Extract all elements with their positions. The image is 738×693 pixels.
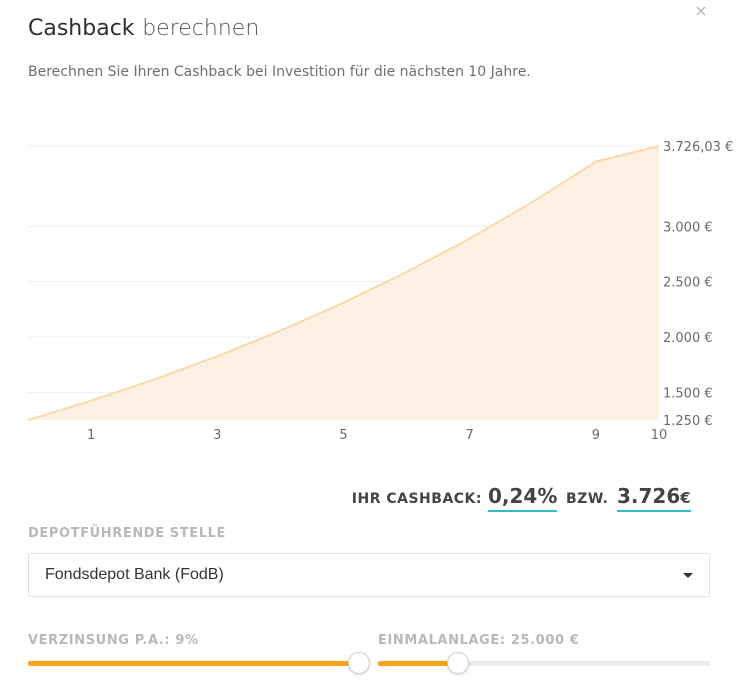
close-icon[interactable]: × [694, 1, 708, 20]
chevron-down-icon [683, 573, 693, 578]
investment-label: EINMALANLAGE: 25.000 € [378, 633, 580, 648]
investment-slider-track [378, 661, 710, 666]
x-tick-label: 10 [651, 428, 668, 443]
rate-slider[interactable] [28, 652, 370, 674]
cashback-label: IHR CASHBACK: [351, 491, 482, 507]
x-tick-label: 9 [592, 428, 600, 443]
investment-slider-thumb[interactable] [447, 652, 469, 674]
x-tick-label: 1 [87, 428, 95, 443]
investment-slider-fill [378, 661, 458, 666]
cashback-bzw: BZW. [566, 491, 609, 507]
cashback-amount: 3.726€ [617, 484, 691, 512]
cashback-summary: IHR CASHBACK: 0,24% BZW. 3.726€ [0, 482, 738, 518]
y-tick-label: 3.726,03 € [663, 140, 733, 155]
investment-slider[interactable] [378, 652, 710, 674]
x-tick-label: 3 [213, 428, 221, 443]
y-tick-label: 2.000 € [663, 331, 713, 346]
y-tick-label: 3.000 € [663, 220, 713, 235]
dialog-title: Cashback berechnen [28, 14, 259, 44]
y-tick-label: 1.500 € [663, 386, 713, 401]
title-light: berechnen [142, 16, 260, 41]
cashback-growth-chart: 1 3 5 7 9 101.250 € 1.500 € 2.000 € 2.500 € 3.000… [27, 140, 733, 443]
y-tick-label: 1.250 € [663, 414, 713, 429]
rate-slider-fill [28, 661, 359, 666]
rate-label: VERZINSUNG P.A.: 9% [28, 633, 199, 648]
y-tick-label: 2.500 € [663, 276, 713, 291]
cashback-percent: 0,24% [488, 484, 558, 512]
chart-line [27, 145, 660, 421]
depot-select[interactable]: Fondsdepot Bank (FodB) [28, 553, 710, 597]
cashback-currency: € [680, 489, 691, 507]
depot-selected-value: Fondsdepot Bank (FodB) [45, 566, 224, 583]
dialog-subtitle: Berechnen Sie Ihren Cashback bei Investi… [28, 64, 531, 80]
rate-slider-thumb[interactable] [348, 652, 370, 674]
chart-area [28, 146, 659, 420]
cashback-amount-value: 3.726 [617, 484, 681, 508]
x-tick-label: 5 [339, 428, 347, 443]
title-strong: Cashback [28, 16, 135, 41]
depot-label: DEPOTFÜHRENDE STELLE [28, 526, 226, 541]
x-tick-label: 7 [466, 428, 474, 443]
